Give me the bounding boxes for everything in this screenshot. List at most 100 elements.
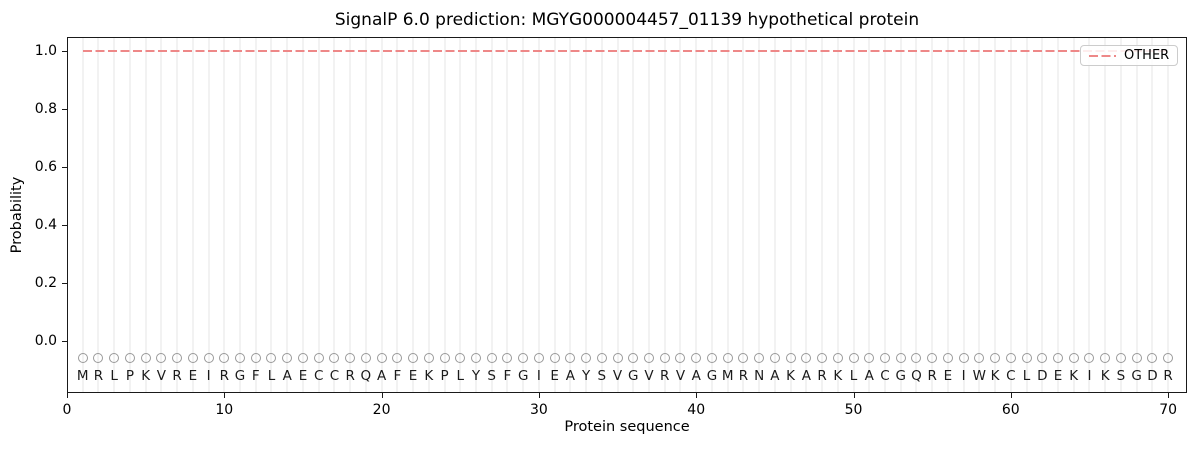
y-tick — [62, 225, 67, 227]
x-tick-label: 60 — [1001, 402, 1020, 418]
residue-letter: I — [961, 368, 966, 385]
residue-marker — [942, 353, 953, 364]
residue-letter: Y — [581, 368, 591, 385]
residue-marker — [187, 353, 198, 364]
residue-marker — [549, 353, 560, 364]
x-tick — [224, 393, 226, 398]
gridline — [427, 37, 430, 393]
gridline — [144, 37, 147, 393]
residue-marker — [706, 353, 717, 364]
residue-marker — [848, 353, 859, 364]
gridline — [852, 37, 855, 393]
residue-letter: E — [408, 368, 418, 385]
y-tick — [62, 283, 67, 285]
y-tick — [62, 51, 67, 53]
residue-marker — [533, 353, 544, 364]
residue-marker — [879, 353, 890, 364]
gridline — [490, 37, 493, 393]
gridline — [758, 37, 761, 393]
gridline — [1151, 37, 1154, 393]
residue-letter: K — [424, 368, 434, 385]
gridline — [349, 37, 352, 393]
residue-letter: A — [282, 368, 292, 385]
residue-letter: E — [1053, 368, 1063, 385]
residue-letter: C — [880, 368, 890, 385]
x-tick — [67, 393, 68, 398]
residue-letter: K — [786, 368, 796, 385]
residue-letter: I — [1087, 368, 1092, 385]
gridline — [663, 37, 666, 393]
gridline — [569, 37, 572, 393]
gridline — [695, 37, 698, 393]
y-tick — [62, 109, 67, 111]
gridline — [113, 37, 116, 393]
residue-letter: A — [376, 368, 387, 385]
gridline — [160, 37, 163, 393]
gridline — [931, 37, 934, 393]
residue-letter: P — [440, 368, 449, 385]
residue-letter: D — [1037, 368, 1048, 385]
gridline — [915, 37, 918, 393]
gridline — [474, 37, 477, 393]
residue-letter: A — [565, 368, 575, 385]
gridline — [254, 37, 257, 393]
residue-marker — [628, 353, 639, 364]
residue-marker — [219, 353, 230, 364]
residue-marker — [1053, 353, 1063, 364]
y-tick-label: 0.2 — [34, 275, 57, 292]
gridline — [994, 37, 997, 393]
residue-letter: L — [267, 368, 276, 385]
x-tick-label: 0 — [62, 402, 72, 418]
x-axis-label: Protein sequence — [564, 419, 690, 435]
residue-marker — [958, 353, 969, 364]
x-tick-label: 10 — [215, 402, 234, 418]
gridline — [553, 37, 556, 393]
residue-letter: E — [298, 368, 308, 385]
gridline — [1088, 37, 1091, 393]
gridline — [380, 37, 383, 393]
gridline — [81, 37, 84, 393]
x-tick-label: 70 — [1159, 402, 1178, 418]
residue-marker — [455, 353, 466, 364]
gridline — [1135, 37, 1138, 393]
residue-letter: S — [1116, 368, 1126, 385]
residue-marker — [1163, 353, 1174, 364]
legend: OTHER — [1080, 45, 1179, 66]
y-axis-label: Probability — [9, 176, 25, 254]
residue-marker — [439, 353, 450, 364]
residue-marker — [124, 353, 135, 364]
residue-letter: Q — [911, 368, 922, 385]
residue-letter: K — [141, 368, 151, 385]
residue-marker — [408, 353, 419, 364]
residue-marker — [1115, 353, 1126, 364]
residue-marker — [345, 353, 356, 364]
gridline — [317, 37, 320, 393]
x-tick — [1168, 393, 1170, 398]
residue-marker — [1147, 353, 1158, 364]
residue-marker — [1021, 353, 1032, 364]
gridline — [868, 37, 871, 393]
residue-marker — [911, 353, 922, 364]
residue-marker — [927, 353, 938, 364]
x-tick-label: 50 — [844, 402, 863, 418]
gridline — [962, 37, 965, 393]
residue-marker — [1100, 353, 1111, 364]
residue-letter: C — [1006, 368, 1016, 385]
gridline — [459, 37, 462, 393]
residue-letter: K — [990, 368, 1000, 385]
residue-letter: L — [110, 368, 118, 385]
gridline — [1025, 37, 1028, 393]
residue-marker — [1068, 353, 1079, 364]
gridline — [1009, 37, 1012, 393]
y-tick-label: 0.6 — [34, 159, 57, 176]
residue-letter: R — [660, 368, 670, 385]
residue-letter: G — [706, 368, 718, 385]
legend-label-other: OTHER — [1124, 48, 1170, 63]
y-tick-label: 0.0 — [34, 332, 57, 349]
gridline — [1041, 37, 1044, 393]
residue-letter: R — [219, 368, 229, 385]
residue-marker — [235, 353, 246, 364]
residue-marker — [990, 353, 1001, 364]
residue-letter: R — [1163, 368, 1173, 385]
